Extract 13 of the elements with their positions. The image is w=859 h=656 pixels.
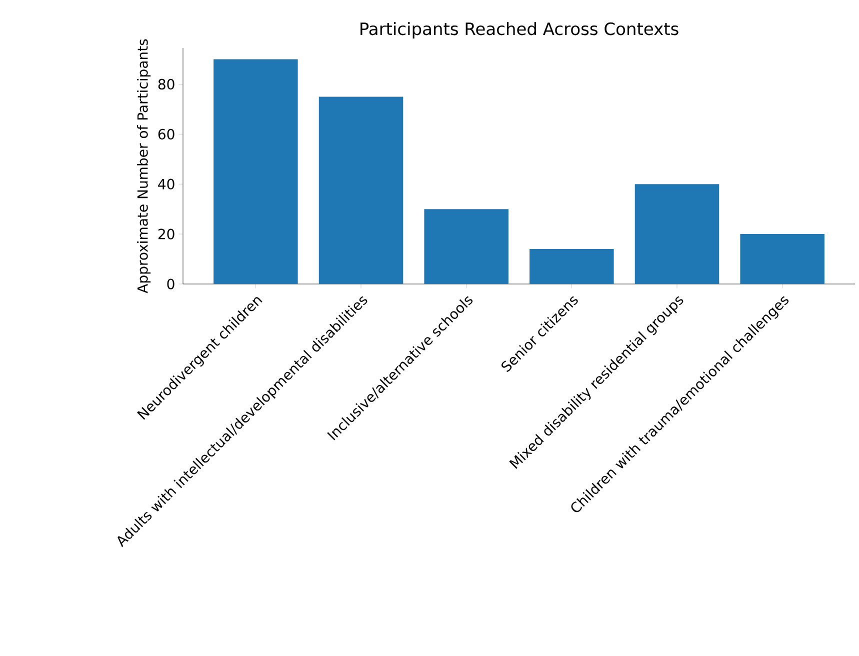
bar [634,184,720,284]
bar [530,249,614,284]
y-tick-label: 60 [158,128,174,140]
y-tick-label: 20 [158,228,174,240]
y-tick-label: 80 [158,78,174,90]
bar [424,209,508,284]
bar [740,234,824,284]
y-tick-label: 40 [158,178,174,190]
bar [214,59,298,284]
bar [318,96,404,284]
y-axis-title: Approximate Number of Participants [137,39,151,294]
chart-title: Participants Reached Across Contexts [360,22,678,38]
y-tick-label: 0 [167,278,174,290]
